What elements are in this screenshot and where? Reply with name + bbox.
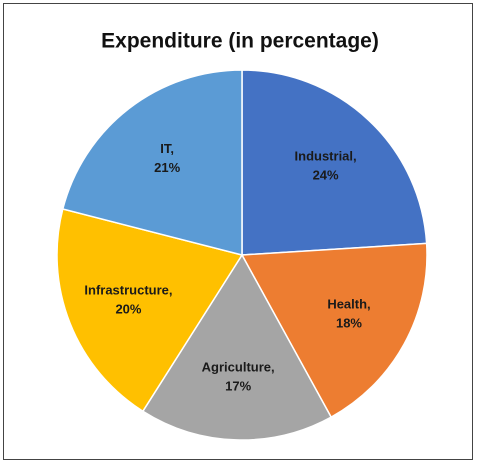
slice-value: 20% — [115, 301, 141, 316]
pie-slice — [240, 242, 428, 419]
pie-slice — [241, 69, 428, 256]
slice-label: Health, — [327, 296, 370, 311]
pie-slice — [141, 253, 333, 441]
slice-value: 17% — [225, 378, 251, 393]
slice-value: 24% — [313, 167, 339, 182]
slice-label: Agriculture, — [202, 359, 275, 374]
chart-title: Expenditure (in percentage) — [101, 30, 379, 53]
slice-value: 18% — [336, 315, 362, 330]
pie-slice — [61, 69, 243, 256]
slice-label: Infrastructure, — [84, 282, 172, 297]
slice-label: IT, — [160, 141, 174, 156]
slice-label: Industrial, — [295, 148, 357, 163]
slice-value: 21% — [154, 160, 180, 175]
pie-slice — [56, 208, 244, 413]
